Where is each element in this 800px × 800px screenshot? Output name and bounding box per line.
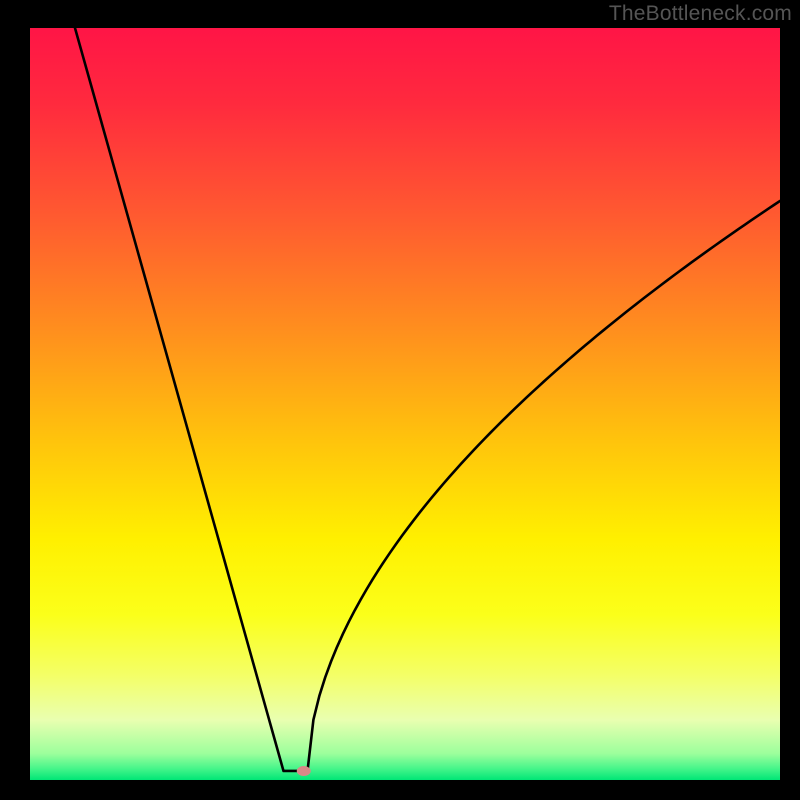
bottleneck-chart-svg bbox=[30, 28, 780, 780]
watermark-text: TheBottleneck.com bbox=[609, 2, 792, 26]
plot-area bbox=[30, 28, 780, 780]
gradient-background bbox=[30, 28, 780, 780]
chart-frame bbox=[0, 0, 800, 800]
optimal-point-marker bbox=[297, 766, 311, 776]
